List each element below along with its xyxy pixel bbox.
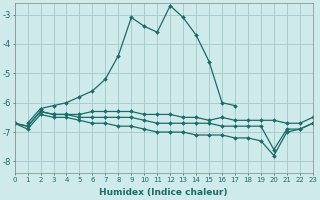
X-axis label: Humidex (Indice chaleur): Humidex (Indice chaleur) [100, 188, 228, 197]
